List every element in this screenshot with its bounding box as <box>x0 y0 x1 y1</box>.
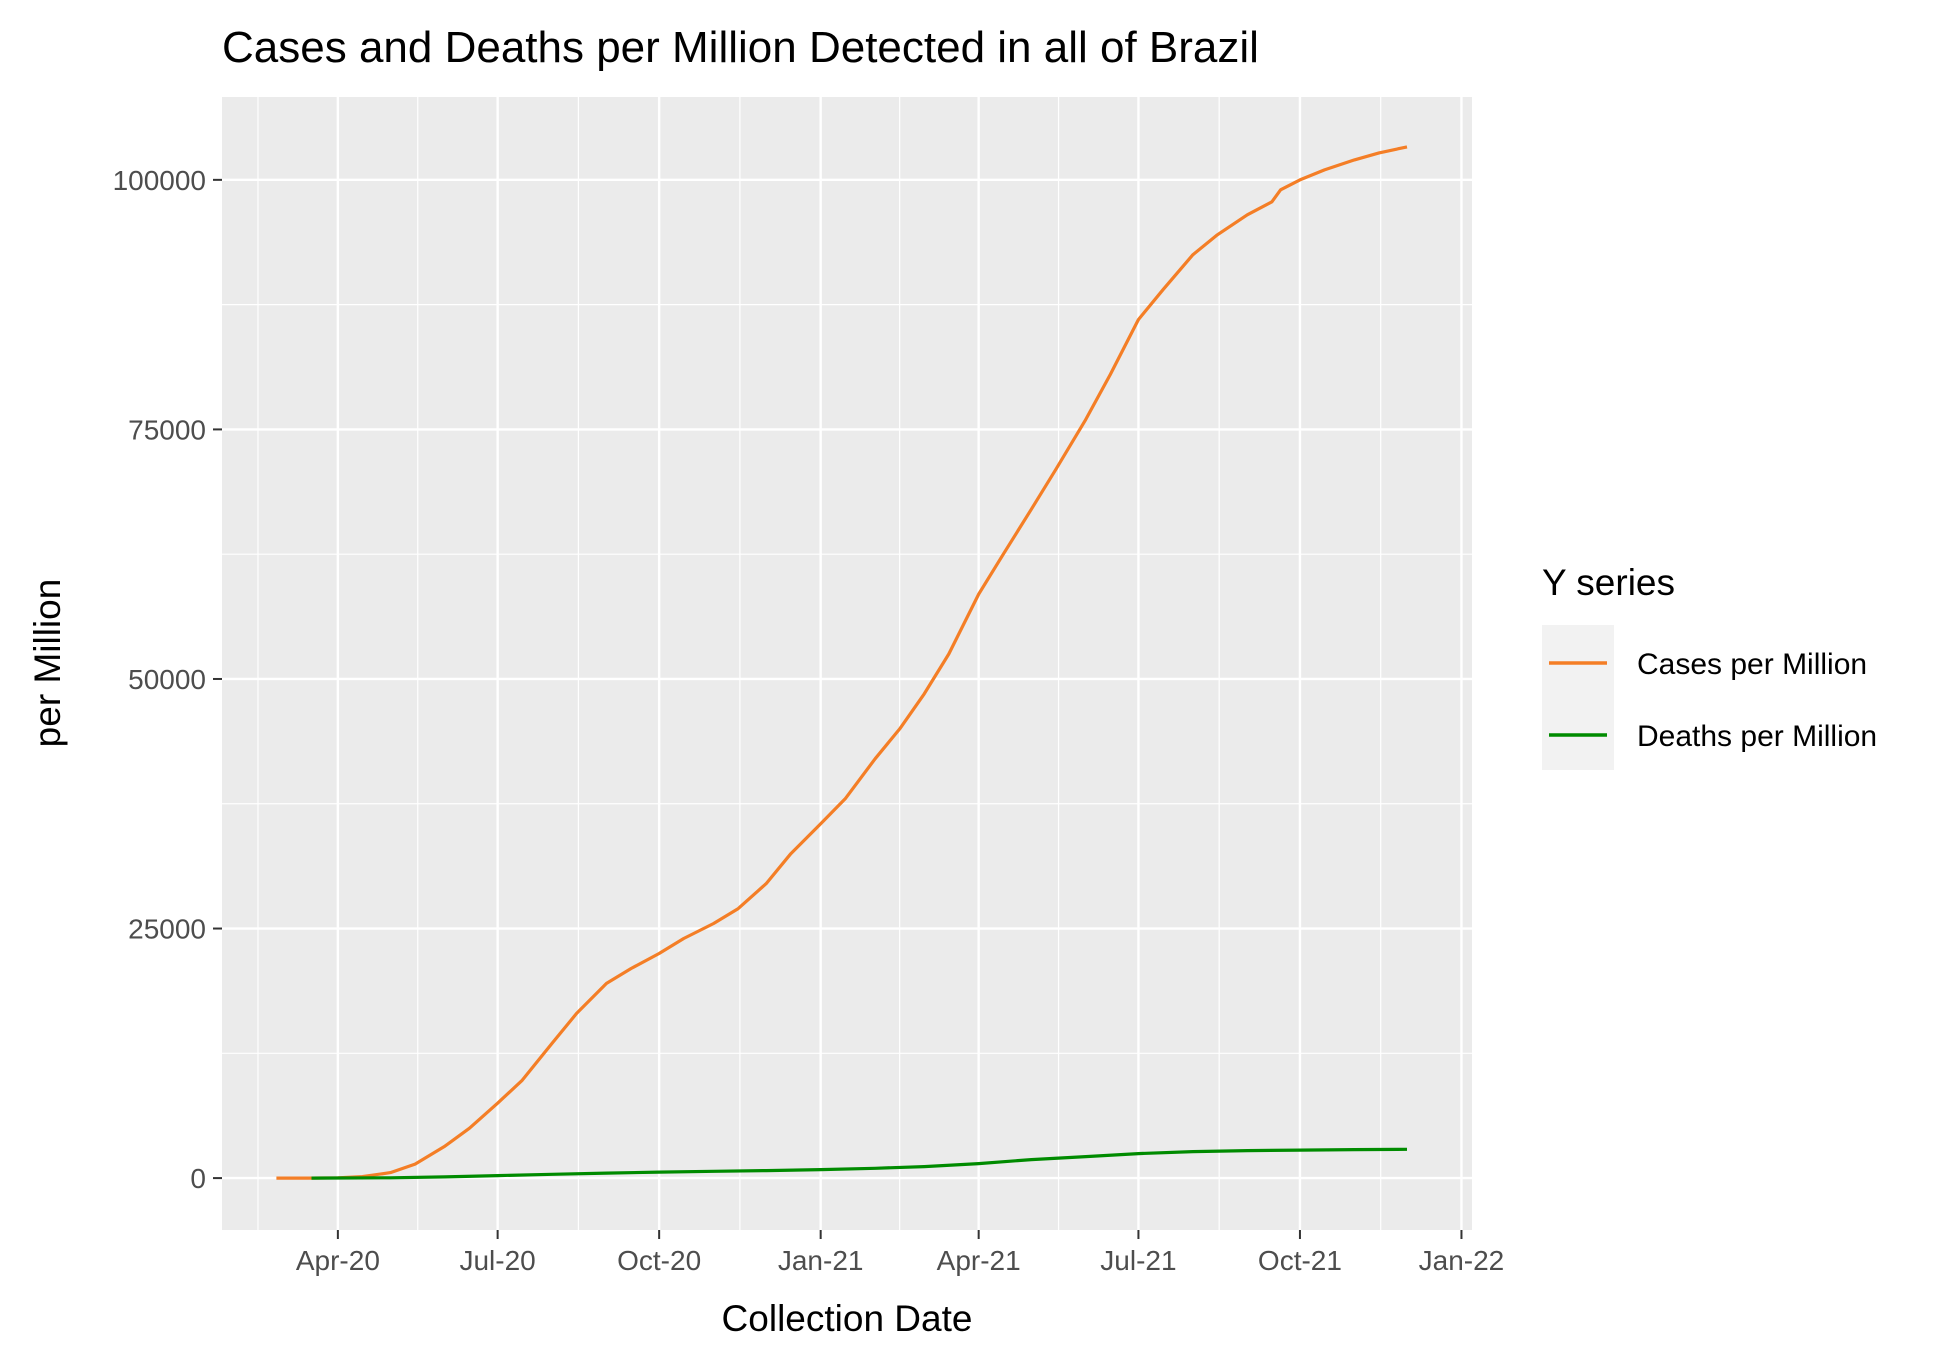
legend-label-deaths: Deaths per Million <box>1637 720 1877 753</box>
series-line-deaths-per-million <box>311 1147 1408 1180</box>
plot-panel <box>222 97 1472 1230</box>
legend-title: Y series <box>1542 562 1675 603</box>
y-axis-label: per Million <box>27 579 68 748</box>
y-tick-label: 25000 <box>128 914 206 945</box>
x-axis-label: Collection Date <box>722 1298 973 1339</box>
chart-title: Cases and Deaths per Million Detected in… <box>222 23 1259 72</box>
x-tick-label: Oct-20 <box>617 1245 701 1276</box>
series-layer <box>276 145 1408 1180</box>
legend-label-cases: Cases per Million <box>1637 648 1867 681</box>
y-tick-label: 0 <box>190 1163 206 1194</box>
axis-ticks: Apr-20 Jul-20 Oct-20 Jan-21 Apr-21 Jul-21 Oct-… <box>113 165 1505 1276</box>
x-tick-label: Apr-20 <box>296 1245 380 1276</box>
x-tick-label: Jul-20 <box>459 1245 535 1276</box>
y-tick-label: 100000 <box>113 165 206 196</box>
minor-gridlines <box>222 97 1472 1230</box>
y-tick-label: 75000 <box>128 414 206 445</box>
major-gridlines <box>222 97 1472 1230</box>
legend-key-background <box>1542 625 1614 770</box>
x-tick-label: Jan-21 <box>778 1245 864 1276</box>
x-tick-label: Apr-21 <box>937 1245 1021 1276</box>
legend: Y series Cases per Million Deaths per Mi… <box>1542 562 1877 770</box>
x-tick-label: Oct-21 <box>1258 1245 1342 1276</box>
series-line-cases-per-million <box>276 145 1408 1180</box>
x-tick-label: Jan-22 <box>1419 1245 1505 1276</box>
y-tick-label: 50000 <box>128 664 206 695</box>
x-tick-label: Jul-21 <box>1100 1245 1176 1276</box>
